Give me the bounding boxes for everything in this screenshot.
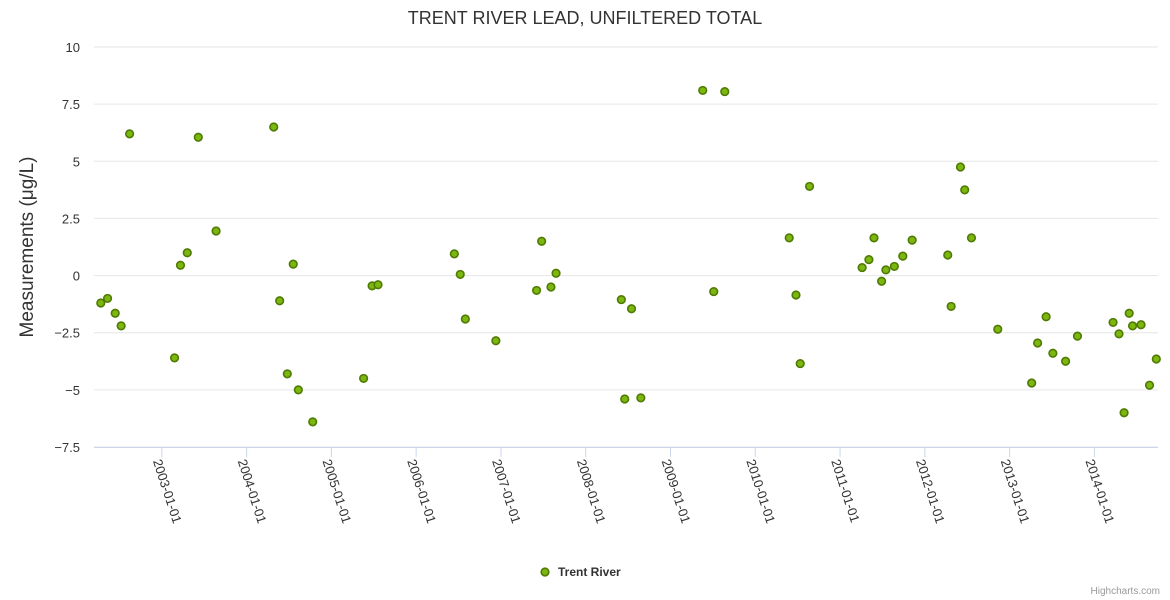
data-point[interactable]: [993, 324, 1003, 334]
data-point[interactable]: [1124, 308, 1134, 318]
y-tick-label: 0: [73, 269, 80, 284]
legend[interactable]: Trent River: [540, 565, 621, 579]
data-point[interactable]: [1119, 408, 1129, 418]
data-point[interactable]: [1041, 312, 1051, 322]
data-point[interactable]: [1151, 354, 1161, 364]
y-tick-label: −7.5: [54, 440, 80, 455]
data-point[interactable]: [626, 304, 637, 314]
data-point[interactable]: [182, 248, 192, 258]
data-point[interactable]: [102, 293, 113, 304]
data-point[interactable]: [455, 269, 465, 280]
data-point[interactable]: [889, 261, 899, 272]
x-tick-label: 2003-01-01: [150, 457, 185, 525]
y-axis-label: Measurements (μg/L): [17, 157, 38, 338]
x-tick-label: 2014-01-01: [1083, 457, 1118, 525]
x-axis-labels: 2003-01-01 2004-01-01 2005-01-01 2006-01-01…: [150, 457, 1117, 525]
y-tick-label: −5: [65, 383, 80, 398]
x-tick-label: 2008-01-01: [574, 457, 609, 525]
credits-link[interactable]: Highcharts.com: [1091, 586, 1160, 597]
y-axis: −7.5 −5 −2.5 0 2.5 5 7.5 10: [54, 40, 80, 455]
x-tick-label: 2004-01-01: [235, 457, 270, 525]
data-point[interactable]: [1048, 348, 1058, 358]
data-point[interactable]: [966, 233, 977, 243]
data-point[interactable]: [720, 86, 730, 97]
data-point[interactable]: [620, 394, 630, 404]
data-point[interactable]: [193, 132, 203, 142]
x-axis: [94, 447, 1158, 457]
data-point[interactable]: [804, 181, 815, 192]
data-point[interactable]: [491, 336, 501, 346]
data-point[interactable]: [1027, 378, 1037, 388]
data-point[interactable]: [869, 233, 879, 243]
y-tick-label: 10: [66, 40, 80, 55]
data-point[interactable]: [1033, 338, 1043, 348]
data-point[interactable]: [96, 298, 106, 308]
x-tick-label: 2007-01-01: [489, 457, 524, 525]
data-point[interactable]: [907, 235, 917, 245]
data-point[interactable]: [449, 249, 459, 259]
data-point[interactable]: [116, 321, 126, 331]
grid-lines: [94, 46, 1158, 448]
y-tick-label: 2.5: [62, 211, 80, 226]
data-point[interactable]: [616, 294, 626, 305]
data-point[interactable]: [308, 417, 318, 427]
data-point[interactable]: [551, 268, 561, 278]
data-point[interactable]: [546, 282, 556, 292]
x-tick-label: 2011-01-01: [828, 457, 863, 524]
x-tick-label: 2010-01-01: [743, 457, 778, 525]
x-tick-label: 2012-01-01: [913, 457, 948, 525]
y-tick-label: −2.5: [54, 326, 80, 341]
data-point[interactable]: [795, 358, 805, 369]
data-point[interactable]: [275, 296, 285, 306]
data-point[interactable]: [709, 286, 719, 297]
x-tick-label: 2005-01-01: [320, 457, 355, 525]
data-point[interactable]: [1108, 317, 1118, 328]
data-point[interactable]: [784, 233, 794, 243]
data-point[interactable]: [175, 260, 186, 270]
data-point[interactable]: [125, 129, 135, 139]
data-point[interactable]: [211, 226, 221, 236]
data-point[interactable]: [698, 85, 708, 96]
data-point[interactable]: [110, 308, 120, 318]
data-point[interactable]: [1127, 321, 1138, 331]
data-point[interactable]: [537, 236, 547, 246]
x-tick-label: 2013-01-01: [998, 457, 1033, 525]
data-point[interactable]: [857, 262, 867, 273]
data-point[interactable]: [288, 259, 298, 269]
data-point[interactable]: [636, 393, 646, 403]
x-tick-label: 2009-01-01: [659, 457, 694, 525]
chart-title: TRENT RIVER LEAD, UNFILTERED TOTAL: [408, 8, 762, 28]
y-tick-label: 5: [73, 154, 80, 169]
data-point[interactable]: [864, 254, 874, 265]
legend-marker[interactable]: [540, 567, 550, 577]
data-point[interactable]: [877, 276, 887, 286]
data-point[interactable]: [791, 290, 801, 300]
series-trent-river[interactable]: [96, 85, 1161, 427]
data-point[interactable]: [955, 162, 966, 172]
data-point[interactable]: [359, 373, 369, 384]
data-point[interactable]: [943, 250, 953, 260]
data-point[interactable]: [169, 353, 180, 363]
data-point[interactable]: [898, 251, 908, 261]
data-point[interactable]: [373, 280, 383, 290]
x-tick-label: 2006-01-01: [404, 457, 439, 525]
y-tick-label: 7.5: [62, 97, 80, 112]
data-point[interactable]: [946, 301, 956, 312]
data-point[interactable]: [1144, 380, 1155, 390]
data-point[interactable]: [960, 185, 970, 195]
data-point[interactable]: [1114, 329, 1124, 339]
data-point[interactable]: [282, 369, 292, 379]
data-point[interactable]: [1060, 356, 1071, 366]
data-point[interactable]: [269, 122, 279, 132]
data-point[interactable]: [1072, 331, 1083, 341]
data-point[interactable]: [531, 285, 542, 296]
data-point[interactable]: [460, 314, 470, 324]
data-point[interactable]: [1136, 320, 1146, 330]
data-point[interactable]: [293, 385, 303, 395]
data-point[interactable]: [881, 265, 891, 275]
legend-label-trent-river[interactable]: Trent River: [558, 565, 621, 579]
